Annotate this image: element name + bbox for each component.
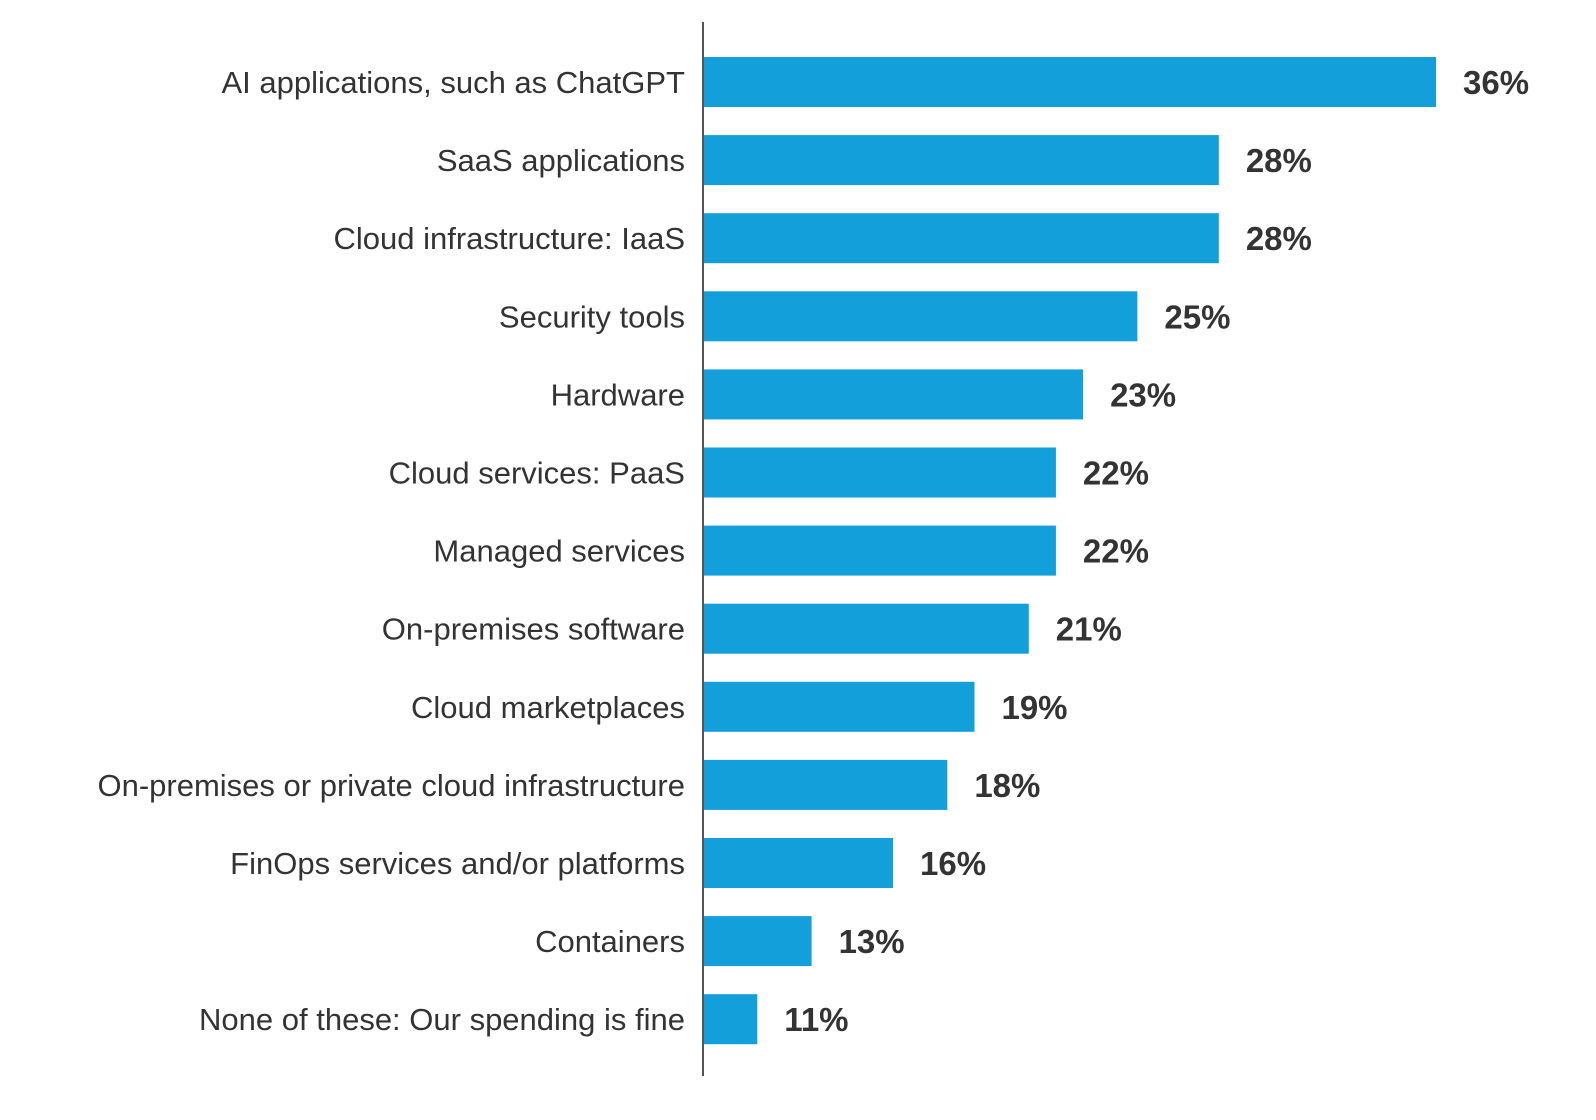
category-label: On-premises software <box>382 612 685 647</box>
value-label: 28% <box>1246 142 1312 179</box>
category-label: FinOps services and/or platforms <box>230 846 685 881</box>
value-label: 22% <box>1083 455 1149 492</box>
value-label: 28% <box>1246 220 1312 257</box>
bar <box>704 213 1219 264</box>
category-label: Cloud infrastructure: IaaS <box>333 221 685 256</box>
bar <box>704 603 1029 654</box>
category-label: Hardware <box>551 377 685 412</box>
bar <box>704 447 1056 498</box>
category-label: Security tools <box>499 299 685 334</box>
bar <box>704 916 812 967</box>
bar <box>704 994 758 1045</box>
value-label: 11% <box>784 1001 848 1038</box>
bar <box>704 525 1056 576</box>
category-label: Cloud marketplaces <box>411 690 685 725</box>
value-label: 13% <box>839 923 905 960</box>
bar <box>704 369 1084 420</box>
value-label: 19% <box>1001 689 1067 726</box>
category-label: On-premises or private cloud infrastruct… <box>97 768 685 803</box>
bar <box>704 135 1219 186</box>
value-label: 18% <box>974 767 1040 804</box>
category-label: Managed services <box>433 534 685 569</box>
category-label: SaaS applications <box>437 143 685 178</box>
category-label: Containers <box>535 924 685 959</box>
value-label: 21% <box>1056 611 1122 648</box>
bar <box>704 759 948 810</box>
category-label: AI applications, such as ChatGPT <box>221 65 685 100</box>
bar <box>704 681 975 732</box>
bar <box>704 838 894 888</box>
value-label: 36% <box>1463 64 1529 101</box>
value-label: 22% <box>1083 533 1149 570</box>
category-label: None of these: Our spending is fine <box>199 1002 685 1037</box>
value-label: 23% <box>1110 376 1176 413</box>
bar <box>704 291 1138 342</box>
value-label: 16% <box>920 845 986 882</box>
value-label: 25% <box>1164 298 1230 335</box>
bar <box>704 57 1436 107</box>
category-label: Cloud services: PaaS <box>389 456 685 491</box>
